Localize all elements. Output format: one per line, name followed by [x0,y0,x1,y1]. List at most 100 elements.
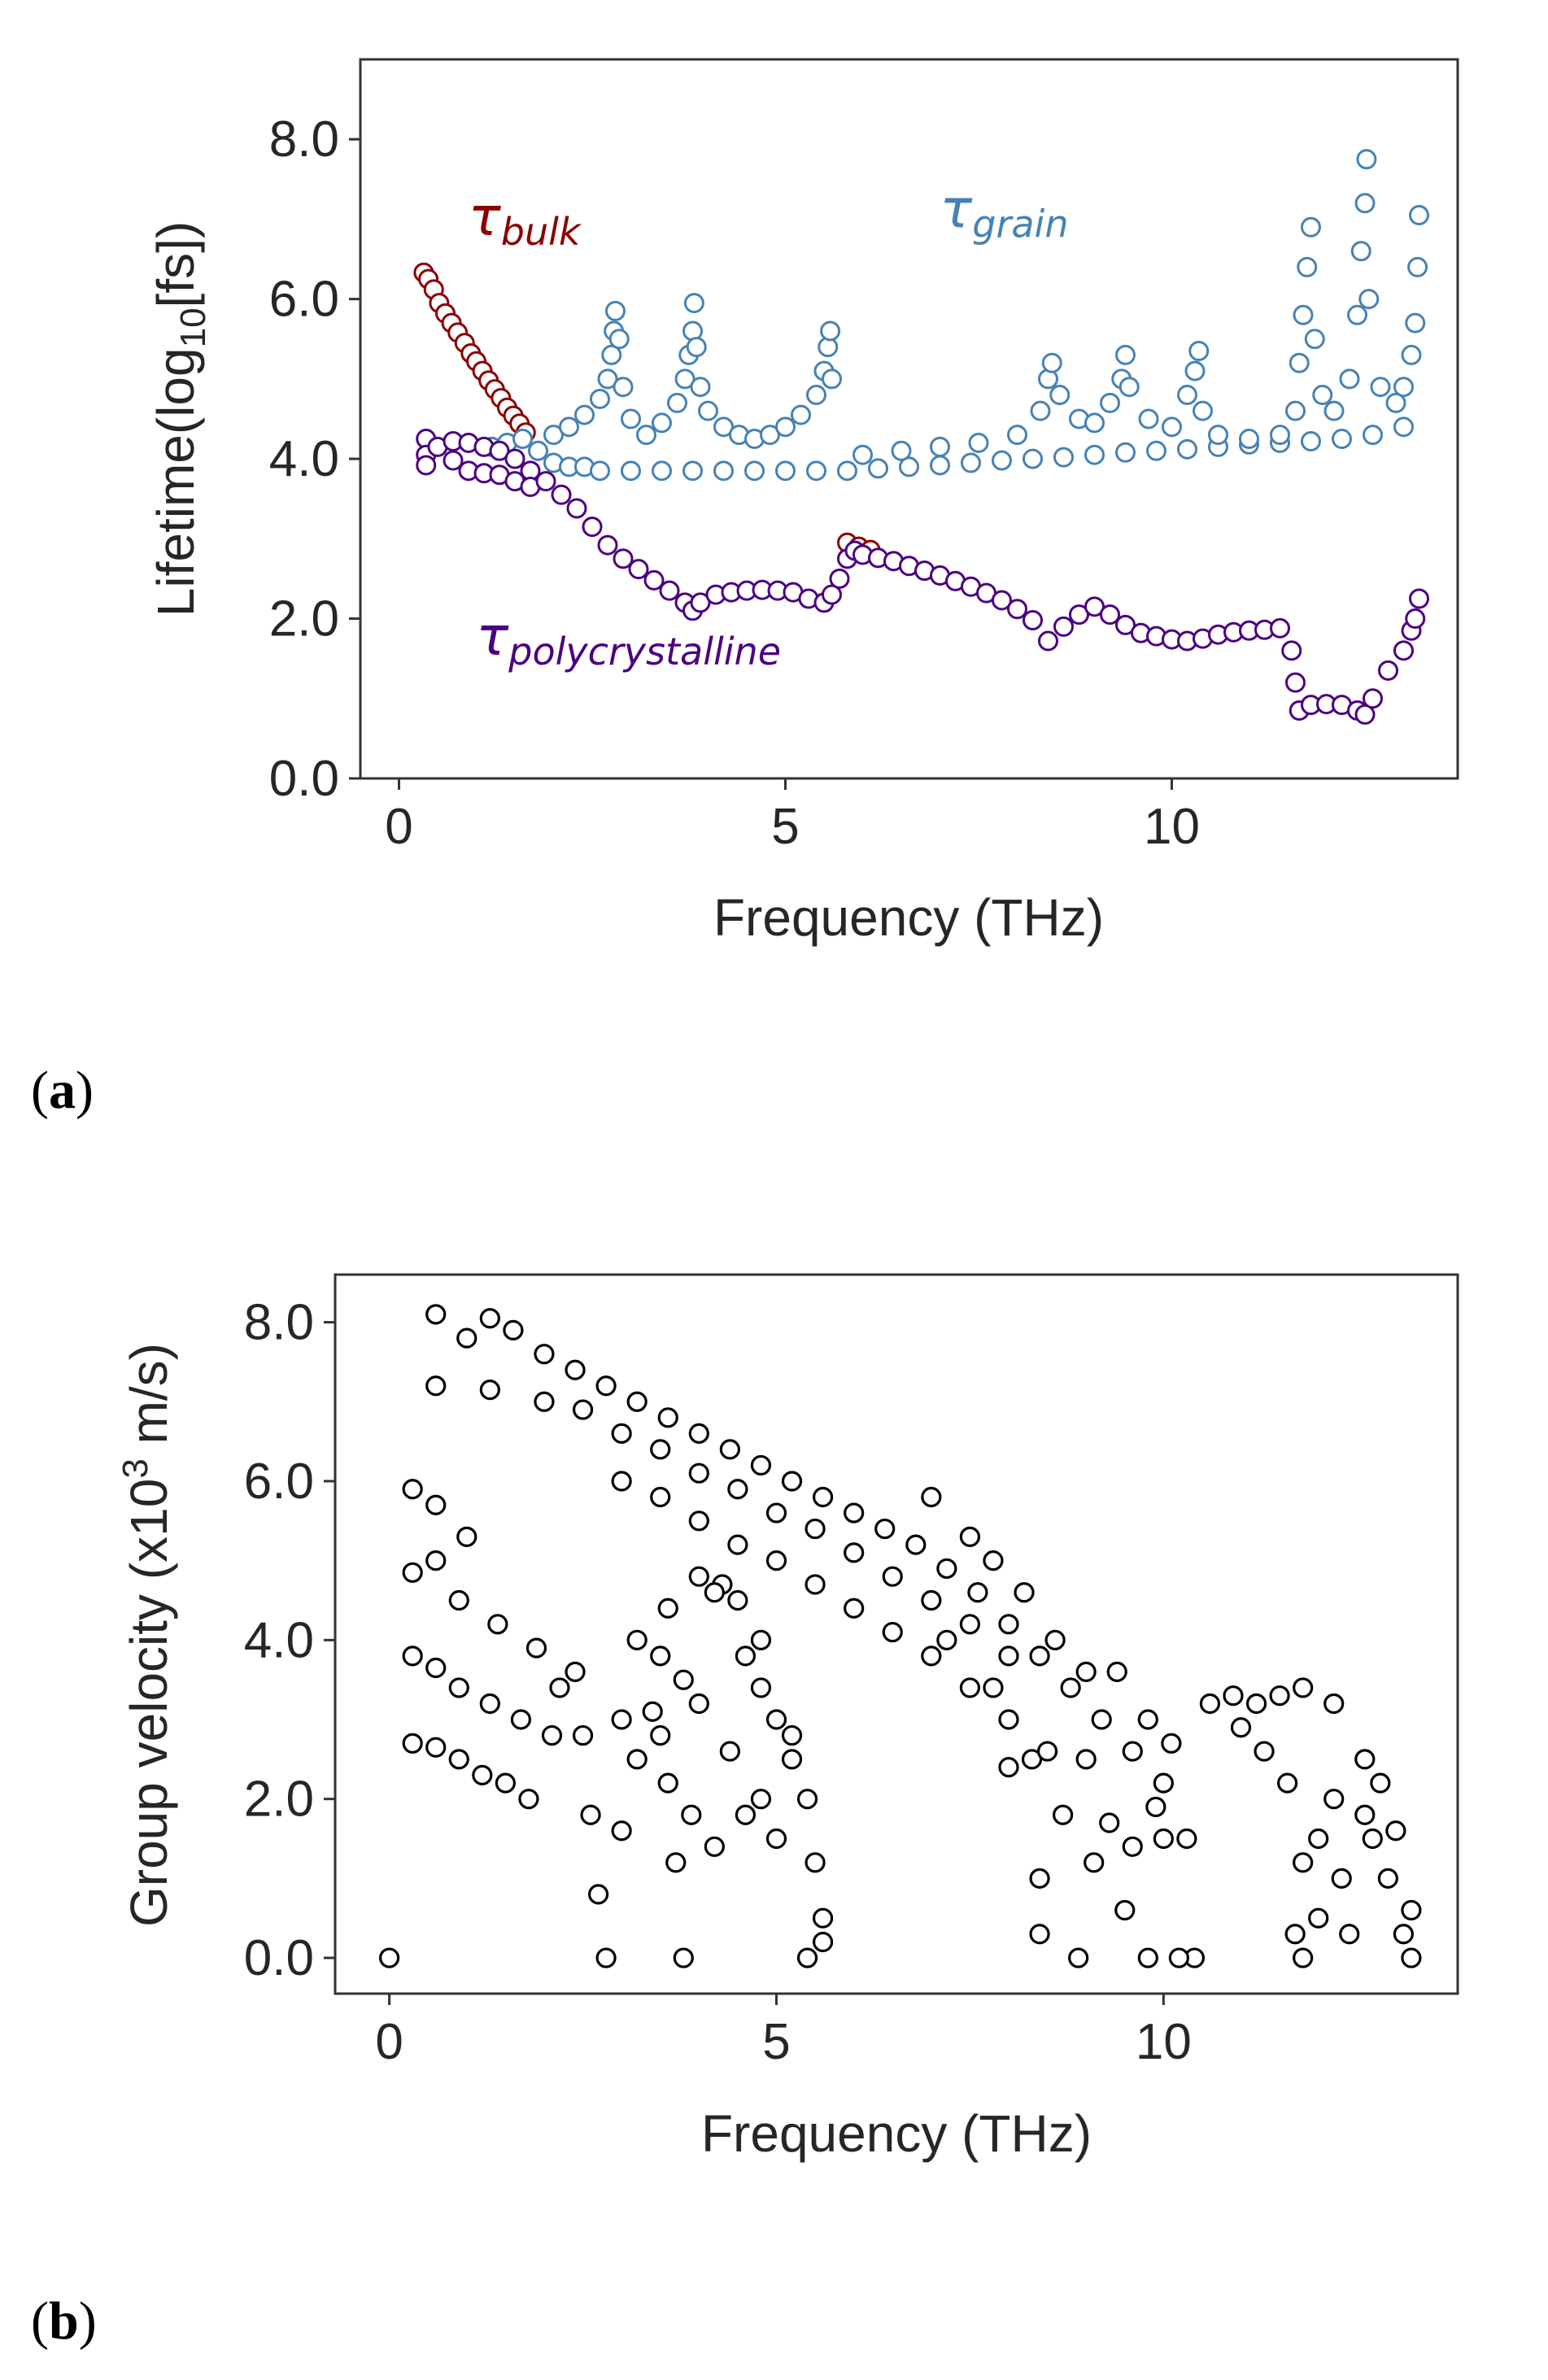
data-point-group-velocity [448,1749,469,1770]
data-point-group-velocity [1099,1812,1120,1833]
data-point-grain [930,455,950,476]
data-point-group-velocity [1308,1907,1329,1929]
data-point-group-velocity [1137,1709,1158,1730]
data-point-group-velocity [525,1637,547,1659]
data-point-grain [1301,216,1321,238]
data-point-grain [1193,400,1213,421]
data-point-group-velocity [611,1820,632,1842]
y-tick-label: 6.0 [269,272,339,328]
data-point-group-velocity [665,1852,687,1873]
data-point-grain [1370,377,1391,398]
y-tick-label: 0.0 [269,751,339,807]
data-point-group-velocity [580,1804,601,1825]
data-point-grain [698,400,718,421]
data-point-grain [543,425,564,446]
data-point-group-velocity [812,1907,834,1929]
panel-a-series-labels: τbulk τgrain τpolycrystalline [469,177,1068,673]
data-point-grain [1401,344,1422,365]
data-point-grain [1100,392,1120,413]
data-point-group-velocity [1075,1749,1097,1770]
data-point-grain [590,460,610,482]
data-point-grain [760,425,780,446]
data-point-group-velocity [495,1772,516,1794]
data-point-grain [674,368,696,390]
data-point-group-velocity [781,1471,803,1492]
panel-a-y-axis-title-end: [fs]) [146,221,205,308]
data-point-group-velocity [1308,1828,1329,1850]
data-point-group-velocity [1091,1709,1112,1730]
data-point-group-velocity [673,1669,694,1690]
data-point-group-velocity [379,1947,400,1968]
data-point-group-velocity [1277,1772,1298,1794]
data-point-group-velocity [1044,1629,1066,1650]
data-point-polycrystalline [822,584,842,605]
data-point-polycrystalline [1409,588,1429,609]
data-point-grain [1393,377,1414,398]
data-point-group-velocity [1323,1693,1345,1715]
data-point-group-velocity [1122,1836,1143,1857]
data-point-polycrystalline [1285,672,1306,693]
data-point-group-velocity [1084,1852,1105,1873]
data-point-group-velocity [642,1701,663,1722]
data-point-group-velocity [611,1423,632,1444]
data-point-group-velocity [796,1947,818,1968]
data-point-grain [1270,425,1290,446]
data-point-grain [608,329,630,350]
data-point-grain [852,444,873,465]
data-point-grain [775,460,796,482]
data-point-polycrystalline [1363,688,1383,709]
data-point-group-velocity [1293,1852,1314,1873]
y-tick-label: 6.0 [244,1454,314,1510]
data-point-grain [1177,385,1197,406]
data-point-group-velocity [1029,1924,1050,1945]
data-point-group-velocity [750,1454,772,1476]
data-point-polycrystalline [582,517,603,538]
data-point-polycrystalline [659,580,680,601]
data-point-grain [1007,425,1027,446]
panel-b-label: (b) [31,2291,97,2351]
data-point-group-velocity [921,1646,942,1667]
data-point-group-velocity [479,1693,500,1715]
data-point-grain [1115,442,1136,463]
data-point-group-velocity [781,1749,803,1770]
data-point-group-velocity [1153,1772,1174,1794]
data-point-group-velocity [983,1677,1004,1698]
x-tick-label: 0 [375,2014,403,2070]
data-point-group-velocity [1284,1924,1306,1945]
data-point-group-velocity [704,1582,725,1603]
data-point-group-velocity [565,1661,586,1682]
panel-b: 0 5 10 0.0 2.0 4.0 6.0 8.0 Frequency (THz) Grou… [31,1273,1459,2351]
data-point-group-velocity [1036,1741,1058,1762]
data-point-polycrystalline [551,484,572,505]
data-point-grain [1049,385,1071,406]
data-point-group-velocity [541,1724,563,1746]
data-point-grain [686,337,707,358]
data-point-group-velocity [456,1526,477,1547]
data-point-group-velocity [1293,1947,1314,1968]
data-point-grain [1358,289,1380,310]
data-point-group-velocity [735,1646,757,1667]
data-point-group-velocity [765,1828,787,1850]
data-point-grain [1289,352,1310,373]
data-point-group-velocity [959,1614,981,1635]
data-point-group-velocity [1254,1741,1275,1762]
x-tick-label: 0 [385,799,412,855]
data-point-group-velocity [719,1741,740,1762]
panel-b-ticks: 0 5 10 0.0 2.0 4.0 6.0 8.0 [244,1295,1192,2070]
data-point-group-velocity [472,1764,493,1785]
panel-a-y-axis-title: Lifetime(log10[fs]) [146,221,213,617]
data-point-group-velocity [1114,1899,1136,1921]
data-point-grain [1332,429,1352,450]
data-point-group-velocity [874,1518,896,1540]
data-point-group-velocity [959,1677,981,1698]
data-point-grain [1285,400,1306,421]
data-point-group-velocity [1362,1828,1383,1850]
data-point-grain [1385,392,1406,413]
data-point-group-velocity [565,1359,586,1380]
x-tick-label: 5 [771,799,799,855]
data-point-grain [1293,304,1314,325]
data-point-group-velocity [595,1947,617,1968]
data-point-polycrystalline [1115,614,1136,635]
data-point-group-velocity [1370,1772,1391,1794]
